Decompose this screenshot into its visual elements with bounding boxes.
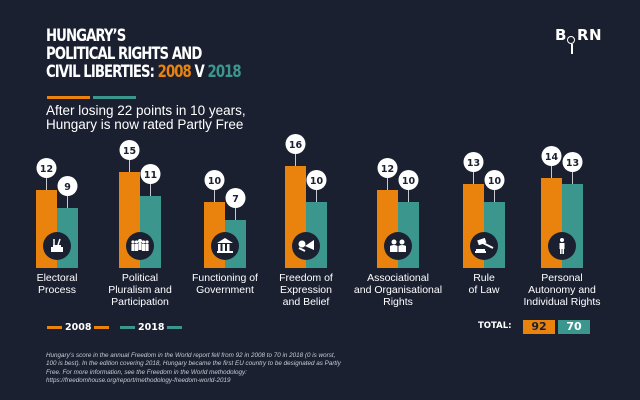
icon-circle-4 <box>384 232 412 260</box>
data-label-2018-2: 7 <box>232 194 239 205</box>
logo-text-prefix: B <box>555 26 567 44</box>
legend-dash-2008 <box>47 326 62 329</box>
subtitle-line-1: After losing 22 points in 10 years, <box>46 103 246 118</box>
government-building-icon <box>217 238 233 253</box>
data-label-bubble-2018-4 <box>398 170 419 190</box>
category-label-1: Political Pluralism and Participation <box>85 272 195 308</box>
title-line-3: CIVIL LIBERTIES: 2008 V 2018 <box>46 62 242 82</box>
category-label-line: Autonomy and <box>528 284 596 296</box>
category-label-line: Individual Rights <box>523 296 601 308</box>
category-label-2: Functioning of Government <box>170 272 280 296</box>
data-label-bubble-2018-2 <box>225 188 246 208</box>
megaphone-icon <box>298 240 314 252</box>
data-label-bubble-2008-3 <box>285 134 306 154</box>
title-year-2008: 2008 <box>157 62 192 82</box>
data-label-2018-6: 13 <box>566 158 579 169</box>
data-label-bubble-2018-1 <box>140 164 161 184</box>
subtitle: After losing 22 points in 10 years, Hung… <box>46 104 246 132</box>
data-label-2008-6: 14 <box>545 152 559 163</box>
legend-dash-2018-right <box>167 326 183 329</box>
total-2008: 92 <box>523 320 555 334</box>
legend-label-2018: 2018 <box>138 322 165 333</box>
category-label-line: Participation <box>111 296 169 308</box>
people-pair-icon <box>390 239 406 252</box>
data-label-bubble-2018-3 <box>306 170 327 190</box>
category-label-3: Freedom of Expression and Belief <box>251 272 361 308</box>
category-label-line: Functioning of <box>192 272 258 284</box>
data-label-2008-5: 13 <box>467 158 480 169</box>
data-label-bubble-2018-0 <box>57 176 78 196</box>
category-label-6: Personal Autonomy and Individual Rights <box>507 272 617 308</box>
data-label-2018-5: 10 <box>488 176 502 187</box>
footnote: Hungary’s score in the annual Freedom in… <box>46 352 341 385</box>
title-prefix: CIVIL LIBERTIES: <box>46 62 158 82</box>
total-2018: 70 <box>558 320 590 334</box>
data-label-2008-3: 16 <box>289 140 303 151</box>
title-line-2: POLITICAL RIGHTS AND <box>46 44 202 64</box>
data-label-bubble-2008-6 <box>541 146 562 166</box>
category-label-line: Associational <box>367 272 429 284</box>
data-label-2008-4: 12 <box>381 164 394 175</box>
data-label-2018-1: 11 <box>144 170 157 181</box>
person-icon <box>559 238 565 254</box>
legend-label-2008: 2008 <box>65 322 92 333</box>
category-label-line: Expression <box>280 284 332 296</box>
category-label-line: Pluralism and <box>108 284 172 296</box>
legend-item-2008: 2008 <box>47 322 110 333</box>
data-label-2018-0: 9 <box>64 182 71 193</box>
total-label: TOTAL: <box>478 321 512 331</box>
title-year-2018: 2018 <box>207 62 242 82</box>
logo-text-suffix: RN <box>576 26 603 44</box>
category-label-line: Process <box>38 284 76 296</box>
category-label-line: Political <box>121 272 159 284</box>
data-label-bubble-2008-2 <box>204 170 225 190</box>
data-label-bubble-2008-0 <box>36 158 57 178</box>
data-label-2008-0: 12 <box>40 164 53 175</box>
category-label-line: Rule <box>473 272 495 284</box>
category-label-line: of Law <box>468 284 500 296</box>
data-label-2008-2: 10 <box>208 176 222 187</box>
data-label-bubble-2018-6 <box>562 152 583 172</box>
subtitle-line-2: Hungary is now rated Partly Free <box>46 117 244 132</box>
ballot-box-icon <box>51 238 63 252</box>
icon-circle-5 <box>470 232 498 260</box>
page-title: HUNGARY’S POLITICAL RIGHTS AND CIVIL LIB… <box>46 26 242 82</box>
category-label-line: Personal <box>541 272 583 284</box>
crowd-icon <box>131 239 149 251</box>
category-label-line: Rights <box>383 296 413 308</box>
birn-logo: B RN <box>555 26 603 54</box>
category-label-4: Associational and Organisational Rights <box>343 272 453 308</box>
data-label-2018-3: 10 <box>310 176 324 187</box>
data-label-bubble-2018-5 <box>484 170 505 190</box>
category-label-5: Rule of Law <box>429 272 539 296</box>
category-label-0: Electoral Process <box>2 272 112 296</box>
data-label-2008-1: 15 <box>123 146 136 157</box>
title-rule-2018 <box>93 96 136 99</box>
data-label-bubble-2008-5 <box>463 152 484 172</box>
legend-dash-2008-right <box>94 326 110 329</box>
data-label-bubble-2008-1 <box>119 140 140 160</box>
title-rule-2008 <box>47 96 90 99</box>
category-label-line: Electoral <box>36 272 78 284</box>
category-label-line: Freedom of <box>279 272 333 284</box>
category-label-line: and Belief <box>282 296 330 308</box>
gavel-icon <box>475 237 494 253</box>
title-vs: V <box>190 62 208 82</box>
data-label-bubble-2008-4 <box>377 158 398 178</box>
legend-dash-2018 <box>120 326 135 329</box>
category-label-line: and Organisational <box>353 284 443 296</box>
title-line-1: HUNGARY’S <box>46 26 126 46</box>
data-label-2018-4: 10 <box>402 176 416 187</box>
legend-item-2018: 2018 <box>120 322 183 333</box>
category-label-line: Government <box>196 284 254 296</box>
